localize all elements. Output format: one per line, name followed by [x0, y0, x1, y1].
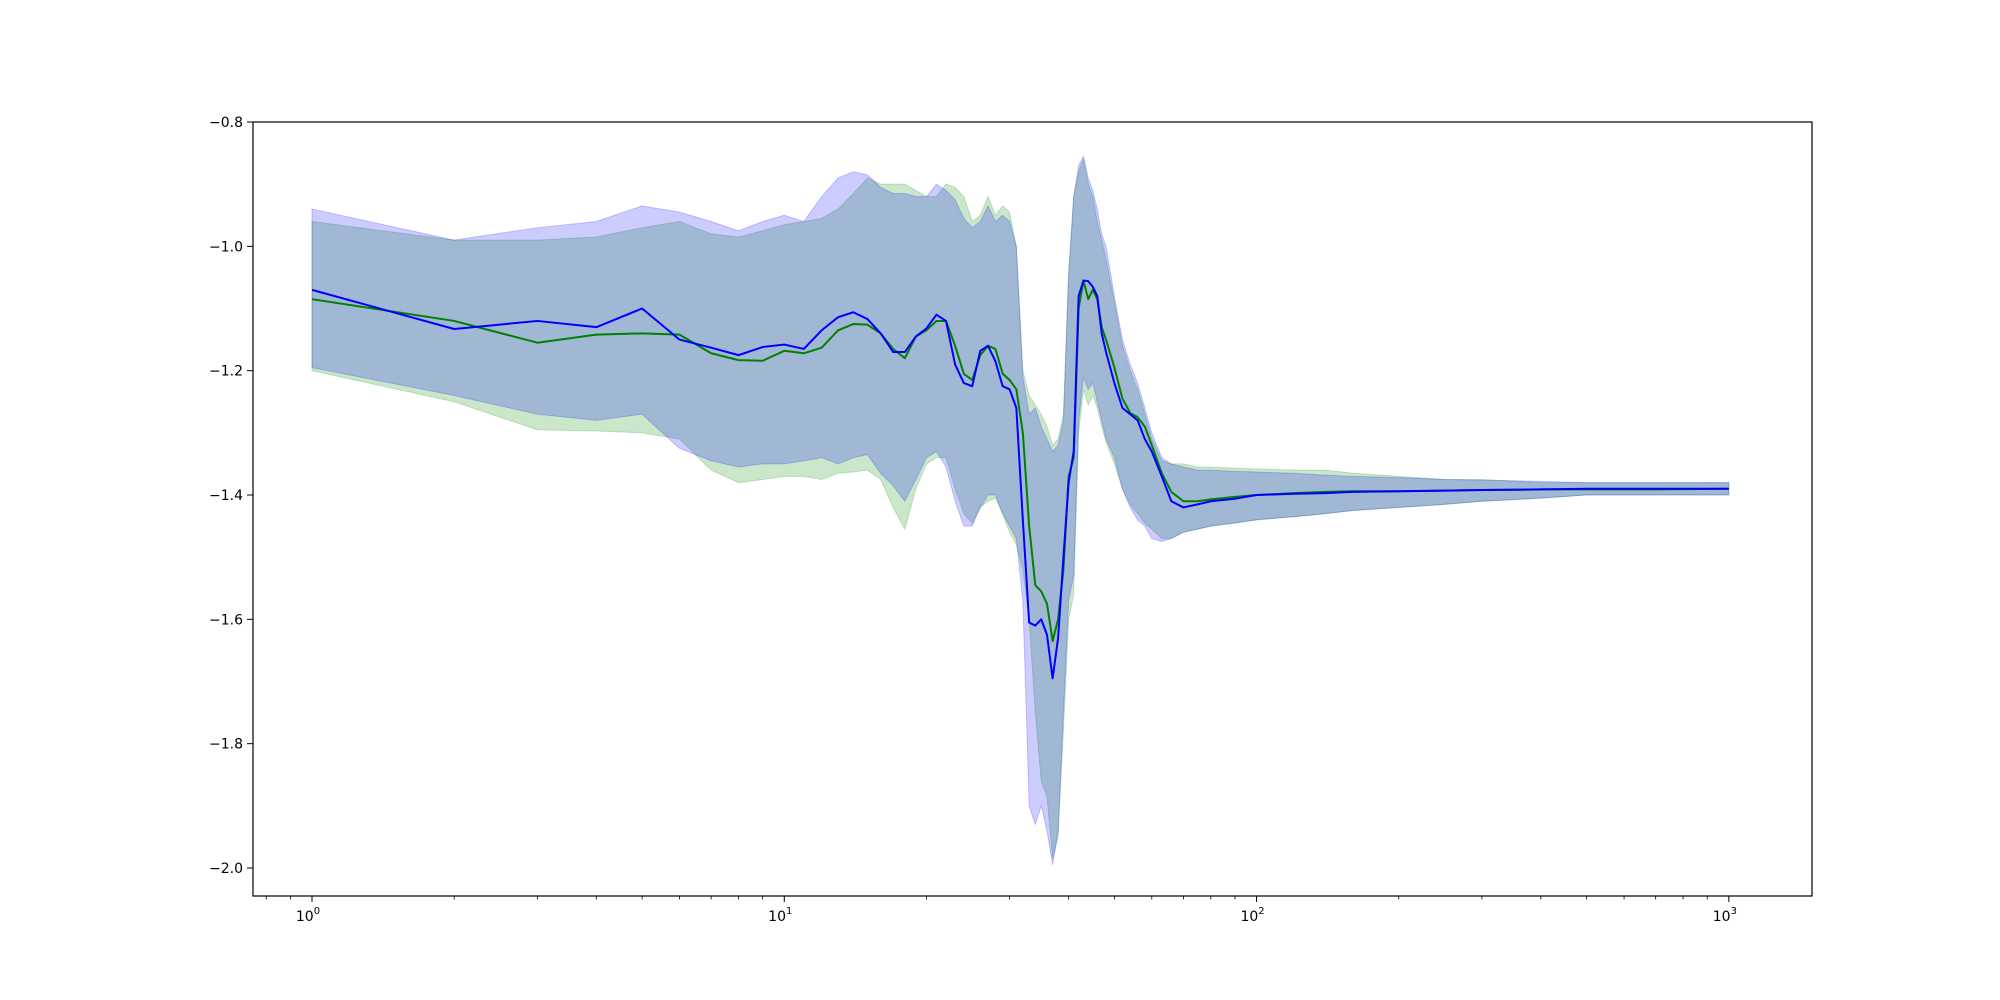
plot-frame — [252, 121, 1813, 897]
line-series-2 — [311, 279, 1729, 680]
y-tick-label: −1.4 — [209, 488, 243, 504]
axes: −0.8 −1.0 −1.2 −1.4 −1.6 −1.8 −2.0 100 101 102 103 — [209, 115, 1813, 925]
line-series-1 — [311, 279, 1729, 643]
band-series-2 — [311, 154, 1730, 866]
y-tick-label: −0.8 — [209, 115, 243, 131]
y-tick-label: −1.6 — [209, 612, 243, 628]
x-tick-label: 100 — [296, 906, 320, 925]
y-tick-label: −1.8 — [209, 737, 243, 753]
confidence-bands — [311, 154, 1730, 866]
x-tick-label: 101 — [768, 906, 792, 925]
y-tick-label: −1.2 — [209, 364, 243, 380]
x-tick-label: 102 — [1240, 906, 1264, 925]
y-tick-label: −2.0 — [209, 861, 243, 877]
y-tick-label: −1.0 — [209, 239, 243, 255]
series-lines — [311, 279, 1729, 680]
x-tick-label: 103 — [1713, 906, 1737, 925]
